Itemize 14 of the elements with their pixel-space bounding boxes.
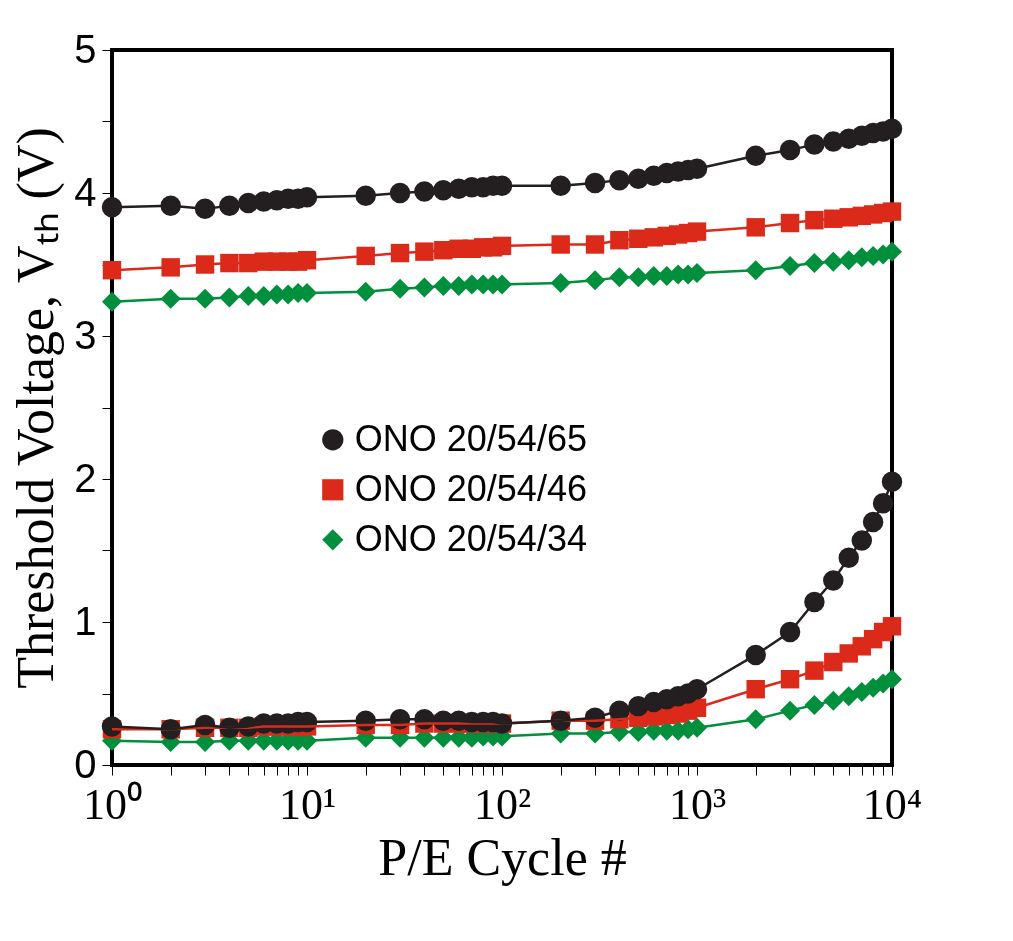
legend-label: ONO 20/54/34: [354, 517, 587, 559]
y-tick-label: 4: [74, 169, 97, 214]
x-tick-label: 10⁴: [862, 779, 923, 829]
y-tick-label: 2: [74, 455, 97, 500]
y-axis-title: Threshold Voltage, Vₜₕ (V): [7, 127, 66, 689]
y-tick-label: 3: [74, 312, 97, 357]
legend-label: ONO 20/54/46: [354, 467, 587, 509]
x-tick-label: 10³: [668, 779, 727, 829]
y-tick-label: 5: [74, 26, 97, 71]
y-tick-label: 1: [74, 598, 97, 643]
x-tick-label: 10²: [473, 779, 532, 829]
x-axis-title: P/E Cycle #: [378, 828, 627, 886]
x-tick-label: 10¹: [278, 779, 337, 829]
legend-label: ONO 20/54/65: [354, 417, 587, 459]
